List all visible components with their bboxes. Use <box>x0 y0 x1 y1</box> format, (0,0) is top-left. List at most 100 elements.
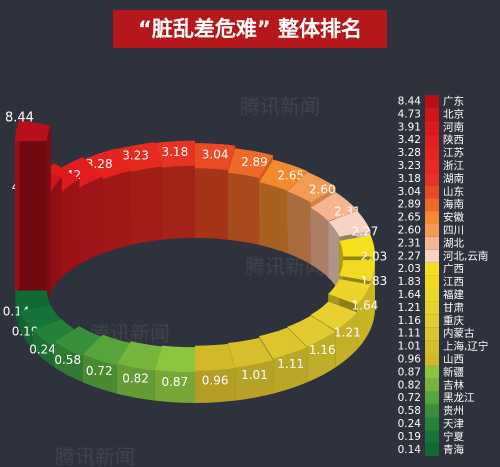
outer-wall <box>335 312 358 368</box>
top-face <box>19 305 62 331</box>
top-face <box>195 143 236 170</box>
value-label: 8.44 <box>5 111 34 126</box>
chart-title: “脏乱差危难” 整体排名 <box>138 17 362 41</box>
legend-value: 1.83 <box>398 276 421 288</box>
legend-label: 重庆 <box>443 314 464 327</box>
top-face <box>339 260 375 282</box>
outer-wall <box>154 370 195 403</box>
top-face <box>227 148 274 178</box>
inner-wall <box>61 179 80 278</box>
legend-value: 8.44 <box>398 95 422 107</box>
top-face <box>259 159 308 191</box>
top-face <box>116 341 163 371</box>
top-face <box>310 192 358 221</box>
legend-value: 1.11 <box>398 328 421 340</box>
legend-label: 广西 <box>443 263 464 275</box>
value-label: 1.01 <box>241 368 268 382</box>
legend-label: 河南 <box>443 120 464 133</box>
legend-value: 0.24 <box>398 418 422 430</box>
legend-value: 2.31 <box>398 237 421 249</box>
legend-label: 湖南 <box>443 172 464 185</box>
inner-wall <box>259 182 288 254</box>
outer-wall <box>273 347 308 394</box>
legend-value: 0.87 <box>398 366 421 378</box>
legend-value: 3.04 <box>398 186 422 198</box>
top-face <box>116 142 163 172</box>
legend-value: 2.60 <box>398 224 421 236</box>
legend-swatch <box>425 378 439 392</box>
outer-wall <box>235 360 274 401</box>
legend-swatch <box>425 133 439 147</box>
legend-swatch <box>425 288 439 302</box>
title-box <box>113 10 387 48</box>
legend-label: 新疆 <box>443 365 464 378</box>
legend-value: 3.42 <box>398 134 421 146</box>
legend-value: 2.27 <box>398 250 421 262</box>
legend-value: 1.01 <box>398 341 421 353</box>
legend-value: 0.19 <box>398 431 421 443</box>
legend-label: 山西 <box>443 353 464 365</box>
legend-value: 0.72 <box>398 392 421 404</box>
inner-wall <box>102 170 131 254</box>
outer-wall <box>15 290 20 330</box>
outer-wall <box>195 368 236 403</box>
top-face <box>82 148 131 180</box>
value-label: 1.21 <box>334 325 361 339</box>
ring-segment <box>227 337 274 401</box>
ring-segment <box>116 341 163 401</box>
inner-wall <box>79 176 103 265</box>
legend-label: 江西 <box>443 276 464 288</box>
legend-swatch <box>425 353 439 366</box>
legend-swatch <box>425 159 439 173</box>
value-label: 2.03 <box>361 249 388 263</box>
legend-value: 1.16 <box>398 315 422 327</box>
legend-label: 天津 <box>443 418 464 430</box>
outer-wall <box>370 260 375 330</box>
legend-swatch <box>425 107 439 121</box>
legend-value: 2.03 <box>398 263 421 275</box>
inner-wall <box>287 191 311 265</box>
ring-segment <box>15 119 51 309</box>
legend-swatch <box>425 314 439 328</box>
legend-value: 1.64 <box>398 289 422 301</box>
legend-label: 山东 <box>443 185 464 198</box>
inner-wall <box>310 207 329 278</box>
top-face <box>287 315 336 347</box>
outer-wall <box>307 331 336 383</box>
legend-swatch <box>425 236 439 250</box>
legend-label: 上海,辽宁 <box>443 340 488 353</box>
legend-value: 0.82 <box>398 379 421 391</box>
top-face <box>82 334 131 366</box>
legend-value: 3.91 <box>398 121 421 133</box>
legend-value: 0.14 <box>398 444 422 456</box>
top-face <box>328 279 371 305</box>
value-label: 3.18 <box>161 145 188 159</box>
value-label: 3.23 <box>122 149 149 163</box>
legend-label: 湖北 <box>443 237 464 249</box>
value-label: 2.27 <box>352 224 379 238</box>
legend-value: 0.58 <box>398 405 421 417</box>
legend-swatch <box>425 249 439 263</box>
legend-swatch <box>425 198 439 212</box>
watermark: 腾讯新闻 <box>55 445 135 467</box>
top-face <box>154 345 195 373</box>
inner-wall <box>227 172 260 245</box>
legend-value: 3.28 <box>398 147 421 159</box>
legend-label: 宁夏 <box>443 430 464 443</box>
value-label: 2.65 <box>277 168 304 182</box>
legend-swatch <box>425 365 439 379</box>
legend-label: 陕西 <box>443 133 464 146</box>
top-face <box>154 140 195 168</box>
outer-wall <box>32 329 55 368</box>
top-face <box>227 337 274 368</box>
outer-wall <box>82 354 117 394</box>
legend-label: 四川 <box>443 224 464 236</box>
value-label: 0.87 <box>161 375 188 389</box>
legend-swatch <box>425 224 439 237</box>
legend-swatch <box>425 404 439 418</box>
legend-label: 北京 <box>443 107 464 120</box>
top-face <box>287 171 336 203</box>
legend-value: 0.96 <box>398 353 422 365</box>
outer-wall <box>19 310 33 350</box>
